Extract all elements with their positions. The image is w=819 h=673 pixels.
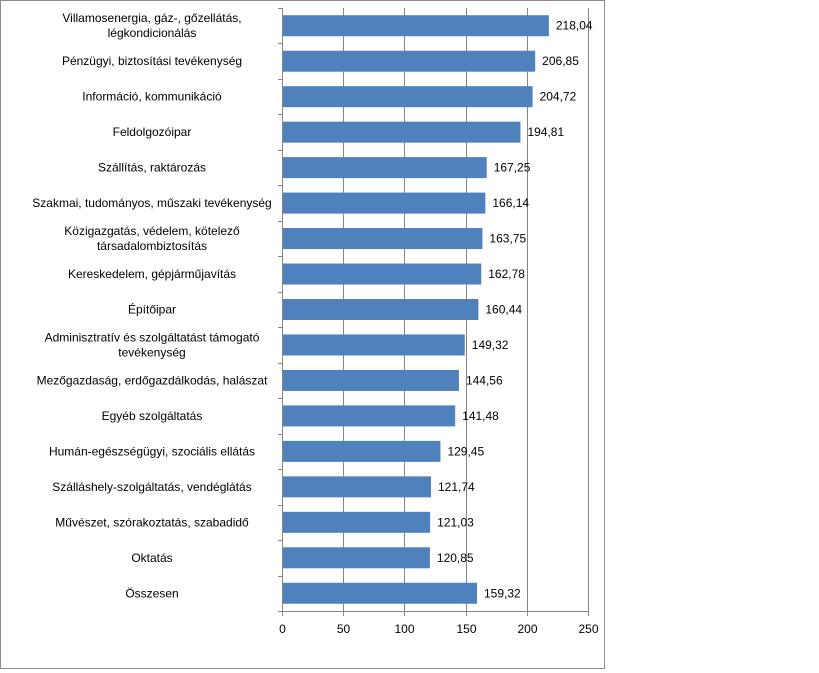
bar-value-label: 160,44	[485, 303, 522, 317]
bar-value-label: 149,32	[472, 338, 509, 352]
category-labels: Villamosenergia, gáz-, gőzellátás, légkon…	[32, 11, 271, 600]
category-label-line: Feldolgozóipar	[113, 125, 192, 139]
value-labels: 218,04 206,85 204,72 194,81 167,25 166,14 163,…	[437, 19, 593, 601]
category-label-line: Mezőgazdaság, erdőgazdálkodás, halászat	[37, 373, 268, 387]
category-label-line: Szállítás, raktározás	[98, 161, 206, 175]
bar	[283, 263, 482, 285]
bar	[283, 582, 478, 604]
axes	[278, 8, 589, 612]
bar-value-label: 121,74	[438, 480, 475, 494]
category-label-line: légkondicionálás	[108, 26, 197, 40]
category-label: Szálláshely-szolgáltatás, vendéglátás	[52, 480, 251, 494]
bar	[283, 511, 431, 533]
category-label-line: Építőipar	[128, 302, 176, 317]
bar	[283, 121, 521, 143]
category-label-line: Oktatás	[131, 551, 172, 565]
bar	[283, 50, 536, 72]
category-label: Információ, kommunikáció	[82, 90, 222, 104]
bar-value-label: 194,81	[527, 125, 564, 139]
category-label-line: Szálláshely-szolgáltatás, vendéglátás	[52, 480, 251, 494]
category-label-line: Humán-egészségügyi, szociális ellátás	[49, 444, 255, 458]
bar-value-label: 162,78	[488, 267, 525, 281]
bar-value-label: 163,75	[489, 232, 526, 246]
category-label-line: Szakmai, tudományos, műszaki tevékenység	[32, 196, 271, 210]
x-tick-label: 250	[578, 622, 598, 636]
category-label: Feldolgozóipar	[113, 125, 192, 139]
x-tick-label: 150	[456, 622, 476, 636]
category-label-line: Pénzügyi, biztosítási tevékenység	[62, 54, 242, 68]
category-label: Adminisztratív és szolgáltatást támogató…	[45, 330, 260, 359]
category-label-line: Művészet, szórakoztatás, szabadidő	[55, 515, 249, 529]
category-label-line: Villamosenergia, gáz-, gőzellátás,	[62, 11, 241, 25]
bar-value-label: 159,32	[484, 586, 521, 600]
x-tick-label: 0	[279, 622, 286, 636]
bar-value-label: 121,03	[437, 515, 474, 529]
bar-value-label: 206,85	[542, 54, 579, 68]
bar	[283, 157, 487, 179]
bar	[283, 228, 483, 250]
bar-value-label: 144,56	[466, 373, 503, 387]
category-label-line: Közigazgatás, védelem, kötelező	[64, 224, 240, 238]
category-label-line: Kereskedelem, gépjárműjavítás	[68, 267, 236, 281]
category-label-line: Egyéb szolgáltatás	[102, 409, 203, 423]
bar	[283, 369, 459, 391]
category-label-line: társadalombiztosítás	[97, 239, 207, 253]
x-axis-ticks: 0 50 100 150 200 250	[279, 611, 599, 636]
bar	[283, 15, 549, 37]
bar	[283, 547, 430, 569]
category-label-line: tevékenység	[118, 345, 185, 359]
bar-value-label: 120,85	[437, 551, 474, 565]
x-tick-label: 200	[517, 622, 537, 636]
bar-value-label: 141,48	[462, 409, 499, 423]
category-label-line: Információ, kommunikáció	[82, 90, 222, 104]
bar	[283, 405, 456, 427]
bar	[283, 440, 441, 462]
category-label: Oktatás	[131, 551, 172, 565]
category-label: Építőipar	[128, 302, 176, 317]
bar-value-label: 166,14	[492, 196, 529, 210]
category-label-line: Összesen	[125, 586, 178, 600]
bar	[283, 299, 479, 320]
bar	[283, 334, 465, 356]
category-label: Művészet, szórakoztatás, szabadidő	[55, 515, 249, 529]
x-tick-label: 50	[337, 622, 351, 636]
category-label: Szállítás, raktározás	[98, 161, 206, 175]
bar-value-label: 129,45	[447, 444, 484, 458]
category-label: Egyéb szolgáltatás	[102, 409, 203, 423]
bar	[283, 192, 486, 214]
category-label: Mezőgazdaság, erdőgazdálkodás, halászat	[37, 373, 268, 387]
bar-value-label: 167,25	[494, 161, 531, 175]
category-label: Kereskedelem, gépjárműjavítás	[68, 267, 236, 281]
category-label: Villamosenergia, gáz-, gőzellátás, légkon…	[62, 11, 241, 40]
bars	[283, 15, 549, 604]
bar	[283, 476, 432, 498]
x-tick-label: 100	[394, 622, 414, 636]
category-label-line: Adminisztratív és szolgáltatást támogató	[45, 330, 260, 344]
category-label: Humán-egészségügyi, szociális ellátás	[49, 444, 255, 458]
category-label: Pénzügyi, biztosítási tevékenység	[62, 54, 242, 68]
bar	[283, 86, 533, 108]
category-label: Összesen	[125, 586, 178, 600]
bar-value-label: 204,72	[540, 90, 577, 104]
bar-value-label: 218,04	[556, 19, 593, 33]
category-label: Szakmai, tudományos, műszaki tevékenység	[32, 196, 271, 210]
category-label: Közigazgatás, védelem, kötelező társadalo…	[64, 224, 240, 253]
